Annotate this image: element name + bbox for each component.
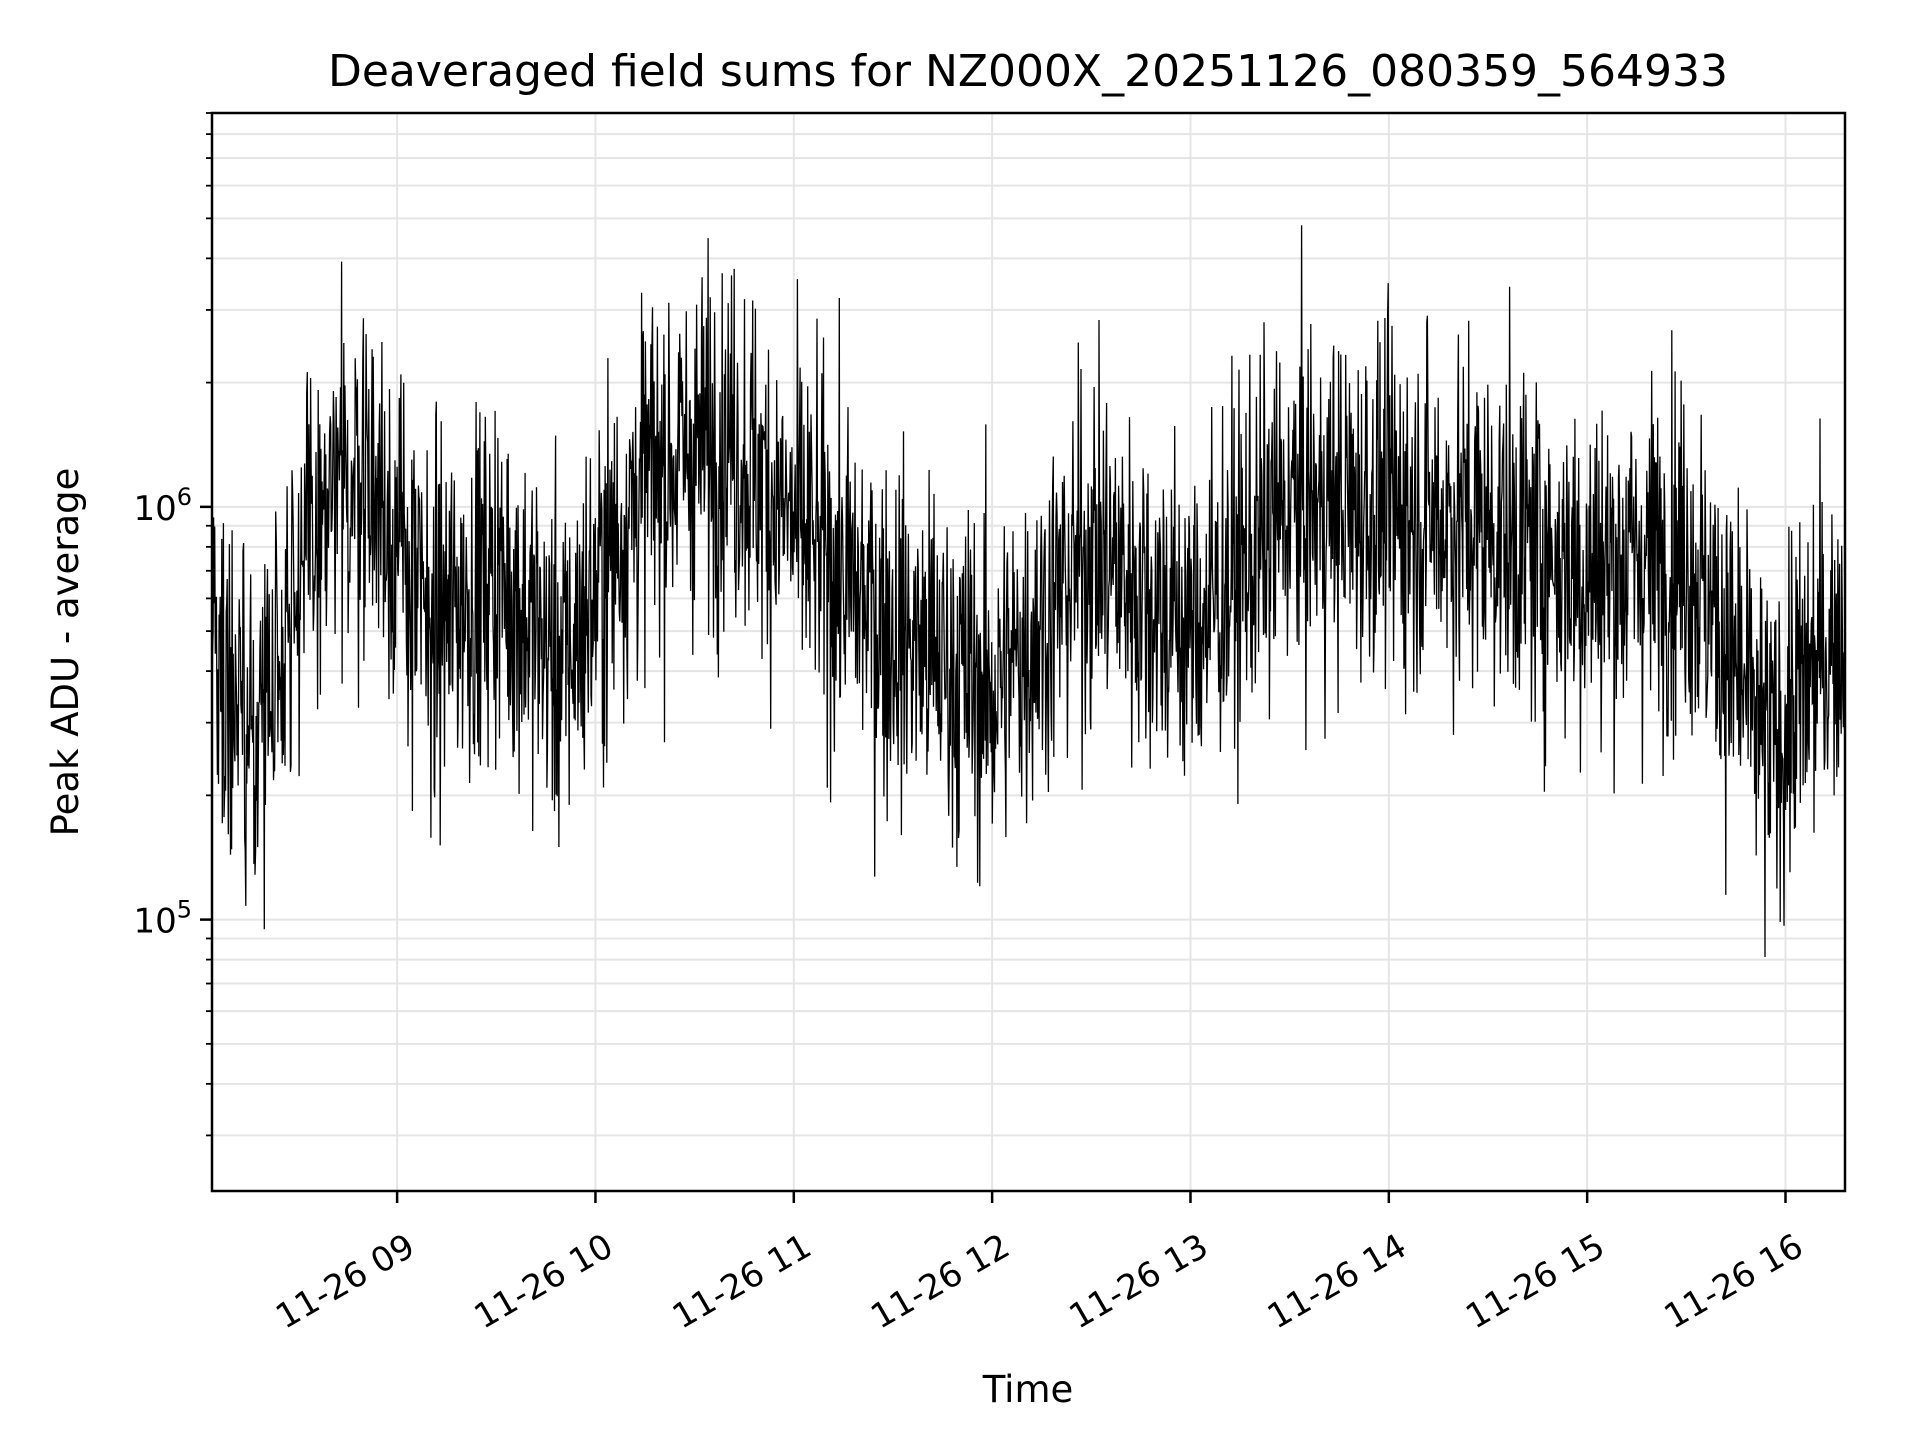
y-axis-label: Peak ADU - average <box>44 468 87 837</box>
x-axis-ticks: 11-26 09 11-26 10 11-26 11 11-26 12 11-26 13… <box>269 1191 1810 1337</box>
x-tick-label: 11-26 10 <box>468 1226 620 1337</box>
y-axis-ticks: 105 106 <box>133 112 212 1137</box>
x-tick-label: 11-26 11 <box>666 1226 818 1337</box>
x-tick-label: 11-26 15 <box>1459 1226 1611 1337</box>
x-tick-label: 11-26 09 <box>269 1226 421 1337</box>
y-tick-label: 106 <box>133 483 192 529</box>
x-tick-label: 11-26 12 <box>864 1226 1016 1337</box>
chart-title: Deaveraged field sums for NZ000X_2025112… <box>328 46 1728 97</box>
y-tick-label: 105 <box>133 896 192 942</box>
x-tick-label: 11-26 16 <box>1658 1226 1810 1337</box>
series-line <box>211 225 1846 958</box>
x-tick-label: 11-26 14 <box>1261 1226 1413 1337</box>
plot-frame <box>210 111 1847 1193</box>
data-series <box>211 225 1846 958</box>
x-tick-label: 11-26 13 <box>1063 1226 1215 1337</box>
x-axis-label: Time <box>982 1368 1074 1411</box>
